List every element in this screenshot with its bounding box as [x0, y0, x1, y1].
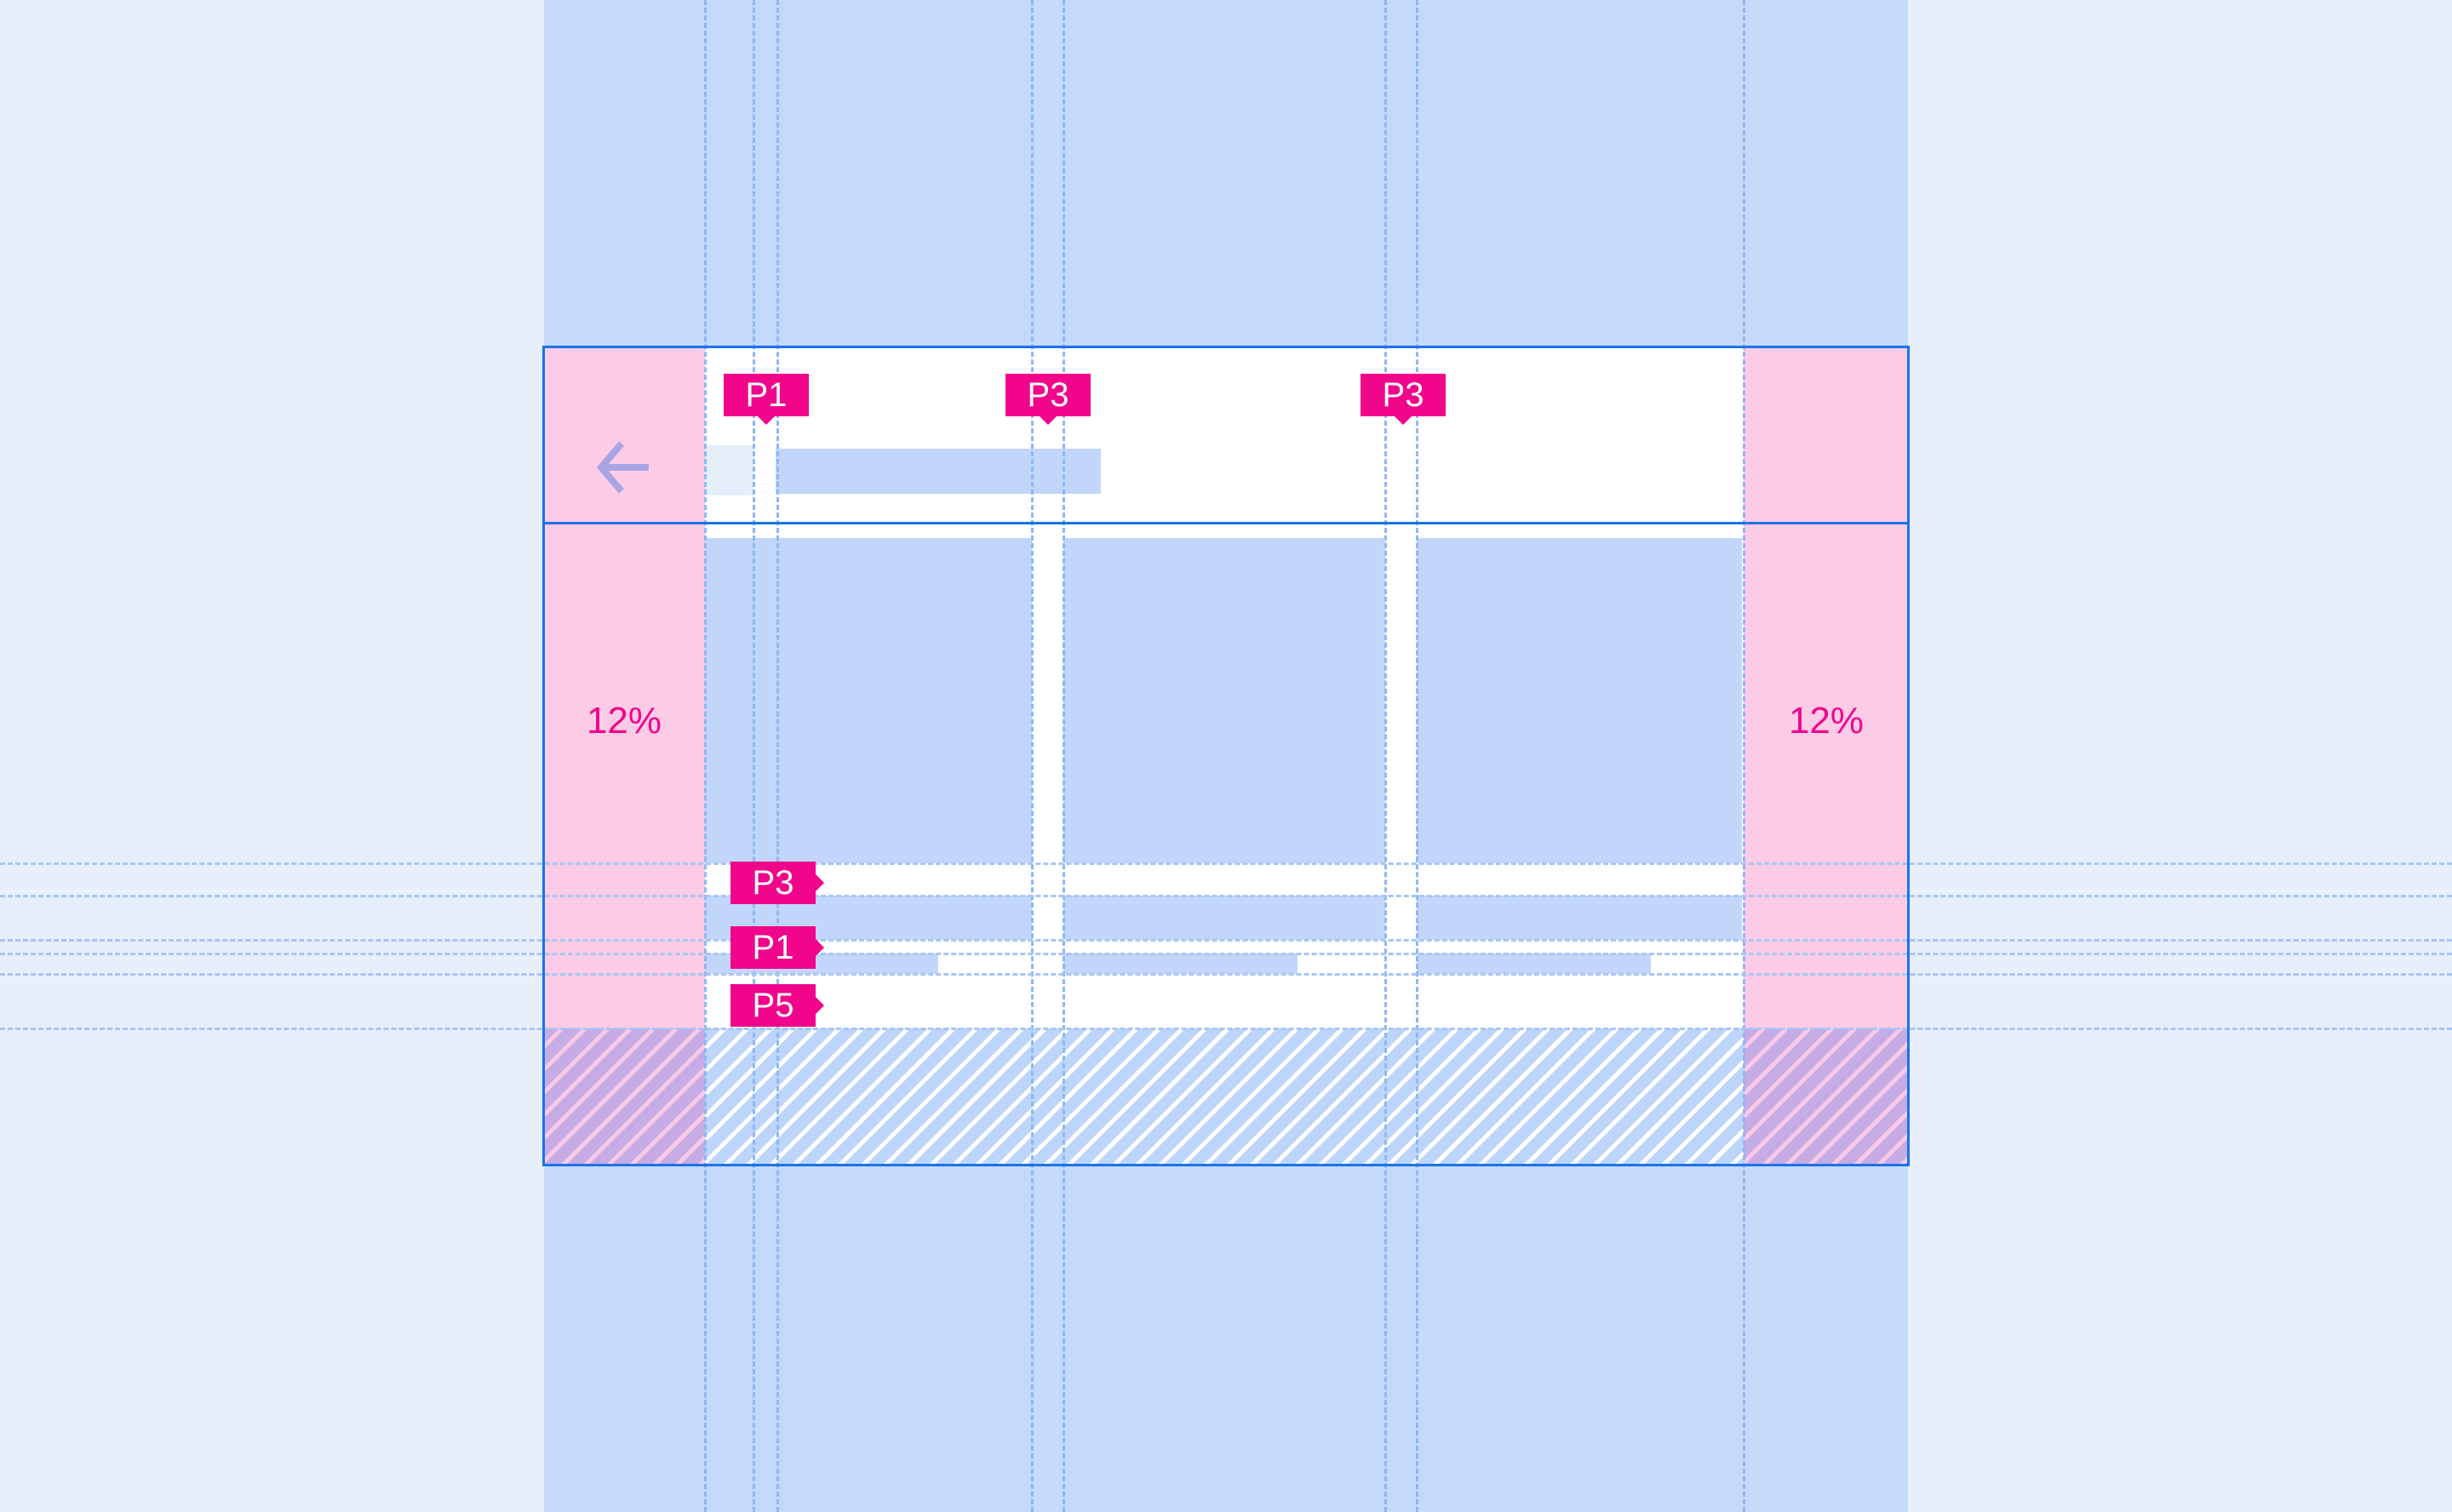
column-tag: P3	[1361, 374, 1446, 425]
left-margin-label: 12%	[586, 700, 662, 742]
guide-horizontal	[0, 939, 2452, 942]
header-icon-placeholder	[705, 445, 753, 495]
guide-horizontal	[0, 862, 2452, 865]
left-margin	[542, 346, 705, 1028]
card-title-2	[1063, 896, 1385, 940]
guide-horizontal	[0, 1028, 2452, 1030]
guide-horizontal	[0, 973, 2452, 976]
guide-vertical	[1416, 0, 1418, 1512]
arrow-left-icon[interactable]	[596, 441, 652, 494]
right-margin	[1744, 346, 1910, 1028]
card-subtitle-2	[1063, 954, 1298, 974]
guide-vertical	[1063, 0, 1065, 1512]
hatched-margin-left	[542, 1028, 705, 1166]
guide-vertical	[1031, 0, 1034, 1512]
card-image-3[interactable]	[1417, 538, 1742, 863]
guide-vertical	[776, 0, 779, 1512]
header-title-placeholder	[776, 449, 1101, 494]
card-image-2[interactable]	[1063, 538, 1385, 863]
guide-vertical	[1384, 0, 1387, 1512]
guide-horizontal	[0, 895, 2452, 897]
header-divider	[542, 522, 1910, 524]
card-title-3	[1417, 896, 1742, 940]
row-tag: P5	[730, 984, 824, 1027]
guide-vertical	[753, 0, 755, 1512]
hatched-margin-right	[1744, 1028, 1910, 1166]
guide-vertical	[1743, 0, 1745, 1512]
card-subtitle-3	[1417, 954, 1651, 974]
row-tag: P3	[730, 862, 824, 904]
column-tag: P3	[1005, 374, 1091, 425]
column-tag: P1	[724, 374, 809, 425]
right-margin-label: 12%	[1788, 700, 1865, 742]
card-image-1[interactable]	[705, 538, 1032, 863]
guide-horizontal	[0, 953, 2452, 955]
row-tag: P1	[730, 926, 824, 969]
guide-vertical	[704, 0, 707, 1512]
hatched-overflow-area	[705, 1028, 1744, 1166]
